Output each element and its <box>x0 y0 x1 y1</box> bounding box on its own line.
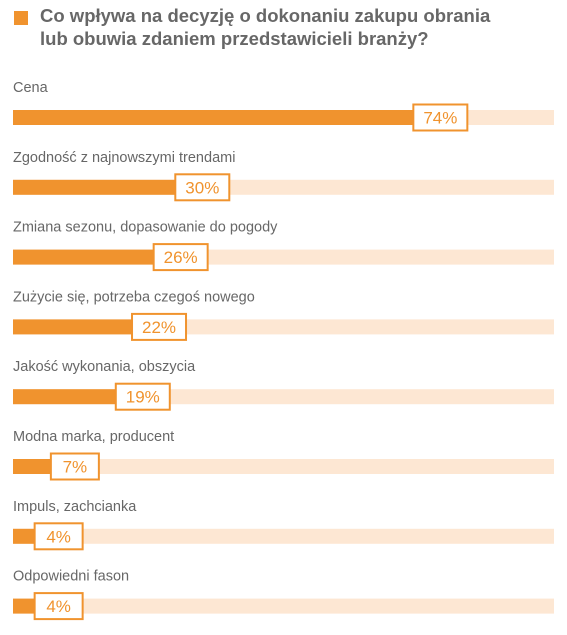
bar <box>13 459 51 474</box>
bar-track <box>13 598 554 614</box>
value-label-box <box>33 522 84 551</box>
bar-track <box>13 528 554 544</box>
value-label: 30% <box>185 178 219 197</box>
category-label: Odpowiedni fason <box>13 569 129 585</box>
value-label: 26% <box>164 248 198 267</box>
bar <box>13 319 133 335</box>
value-label-box <box>174 173 231 202</box>
value-label: 4% <box>46 527 71 546</box>
bar <box>13 389 116 405</box>
bar <box>13 179 176 195</box>
category-label: Zużycie się, potrzeba czegoś nowego <box>13 289 255 305</box>
value-label-box <box>152 243 209 272</box>
bar-track <box>13 459 554 474</box>
value-label-box <box>49 452 100 481</box>
value-label: 22% <box>142 318 176 337</box>
category-label: Zmiana sezonu, dopasowanie do pogody <box>13 220 278 236</box>
chart-title-line-2: lub obuwia zdaniem przedstawicieli branż… <box>40 28 429 49</box>
chart-title-line-1: Co wpływa na decyzję o dokonaniu zakupu … <box>40 5 491 26</box>
bar <box>13 598 35 614</box>
category-label: Modna marka, producent <box>13 429 174 445</box>
bar <box>13 110 414 125</box>
value-label-box <box>33 592 84 621</box>
bar <box>13 249 154 265</box>
value-label-box <box>412 103 469 132</box>
category-label: Jakość wykonania, obszycia <box>13 359 196 375</box>
chart-title: Co wpływa na decyzję o dokonaniu zakupu … <box>40 4 560 50</box>
value-label: 19% <box>126 388 160 407</box>
value-label-box <box>131 312 188 341</box>
value-label: 4% <box>46 597 71 616</box>
value-label: 7% <box>63 458 88 477</box>
value-label: 74% <box>423 109 457 128</box>
category-label: Impuls, zachcianka <box>13 499 137 515</box>
value-label-box <box>114 382 171 411</box>
title-marker <box>14 11 28 25</box>
category-label: Zgodność z najnowszymi trendami <box>13 150 235 166</box>
category-label: Cena <box>13 80 49 96</box>
bar <box>13 528 35 544</box>
